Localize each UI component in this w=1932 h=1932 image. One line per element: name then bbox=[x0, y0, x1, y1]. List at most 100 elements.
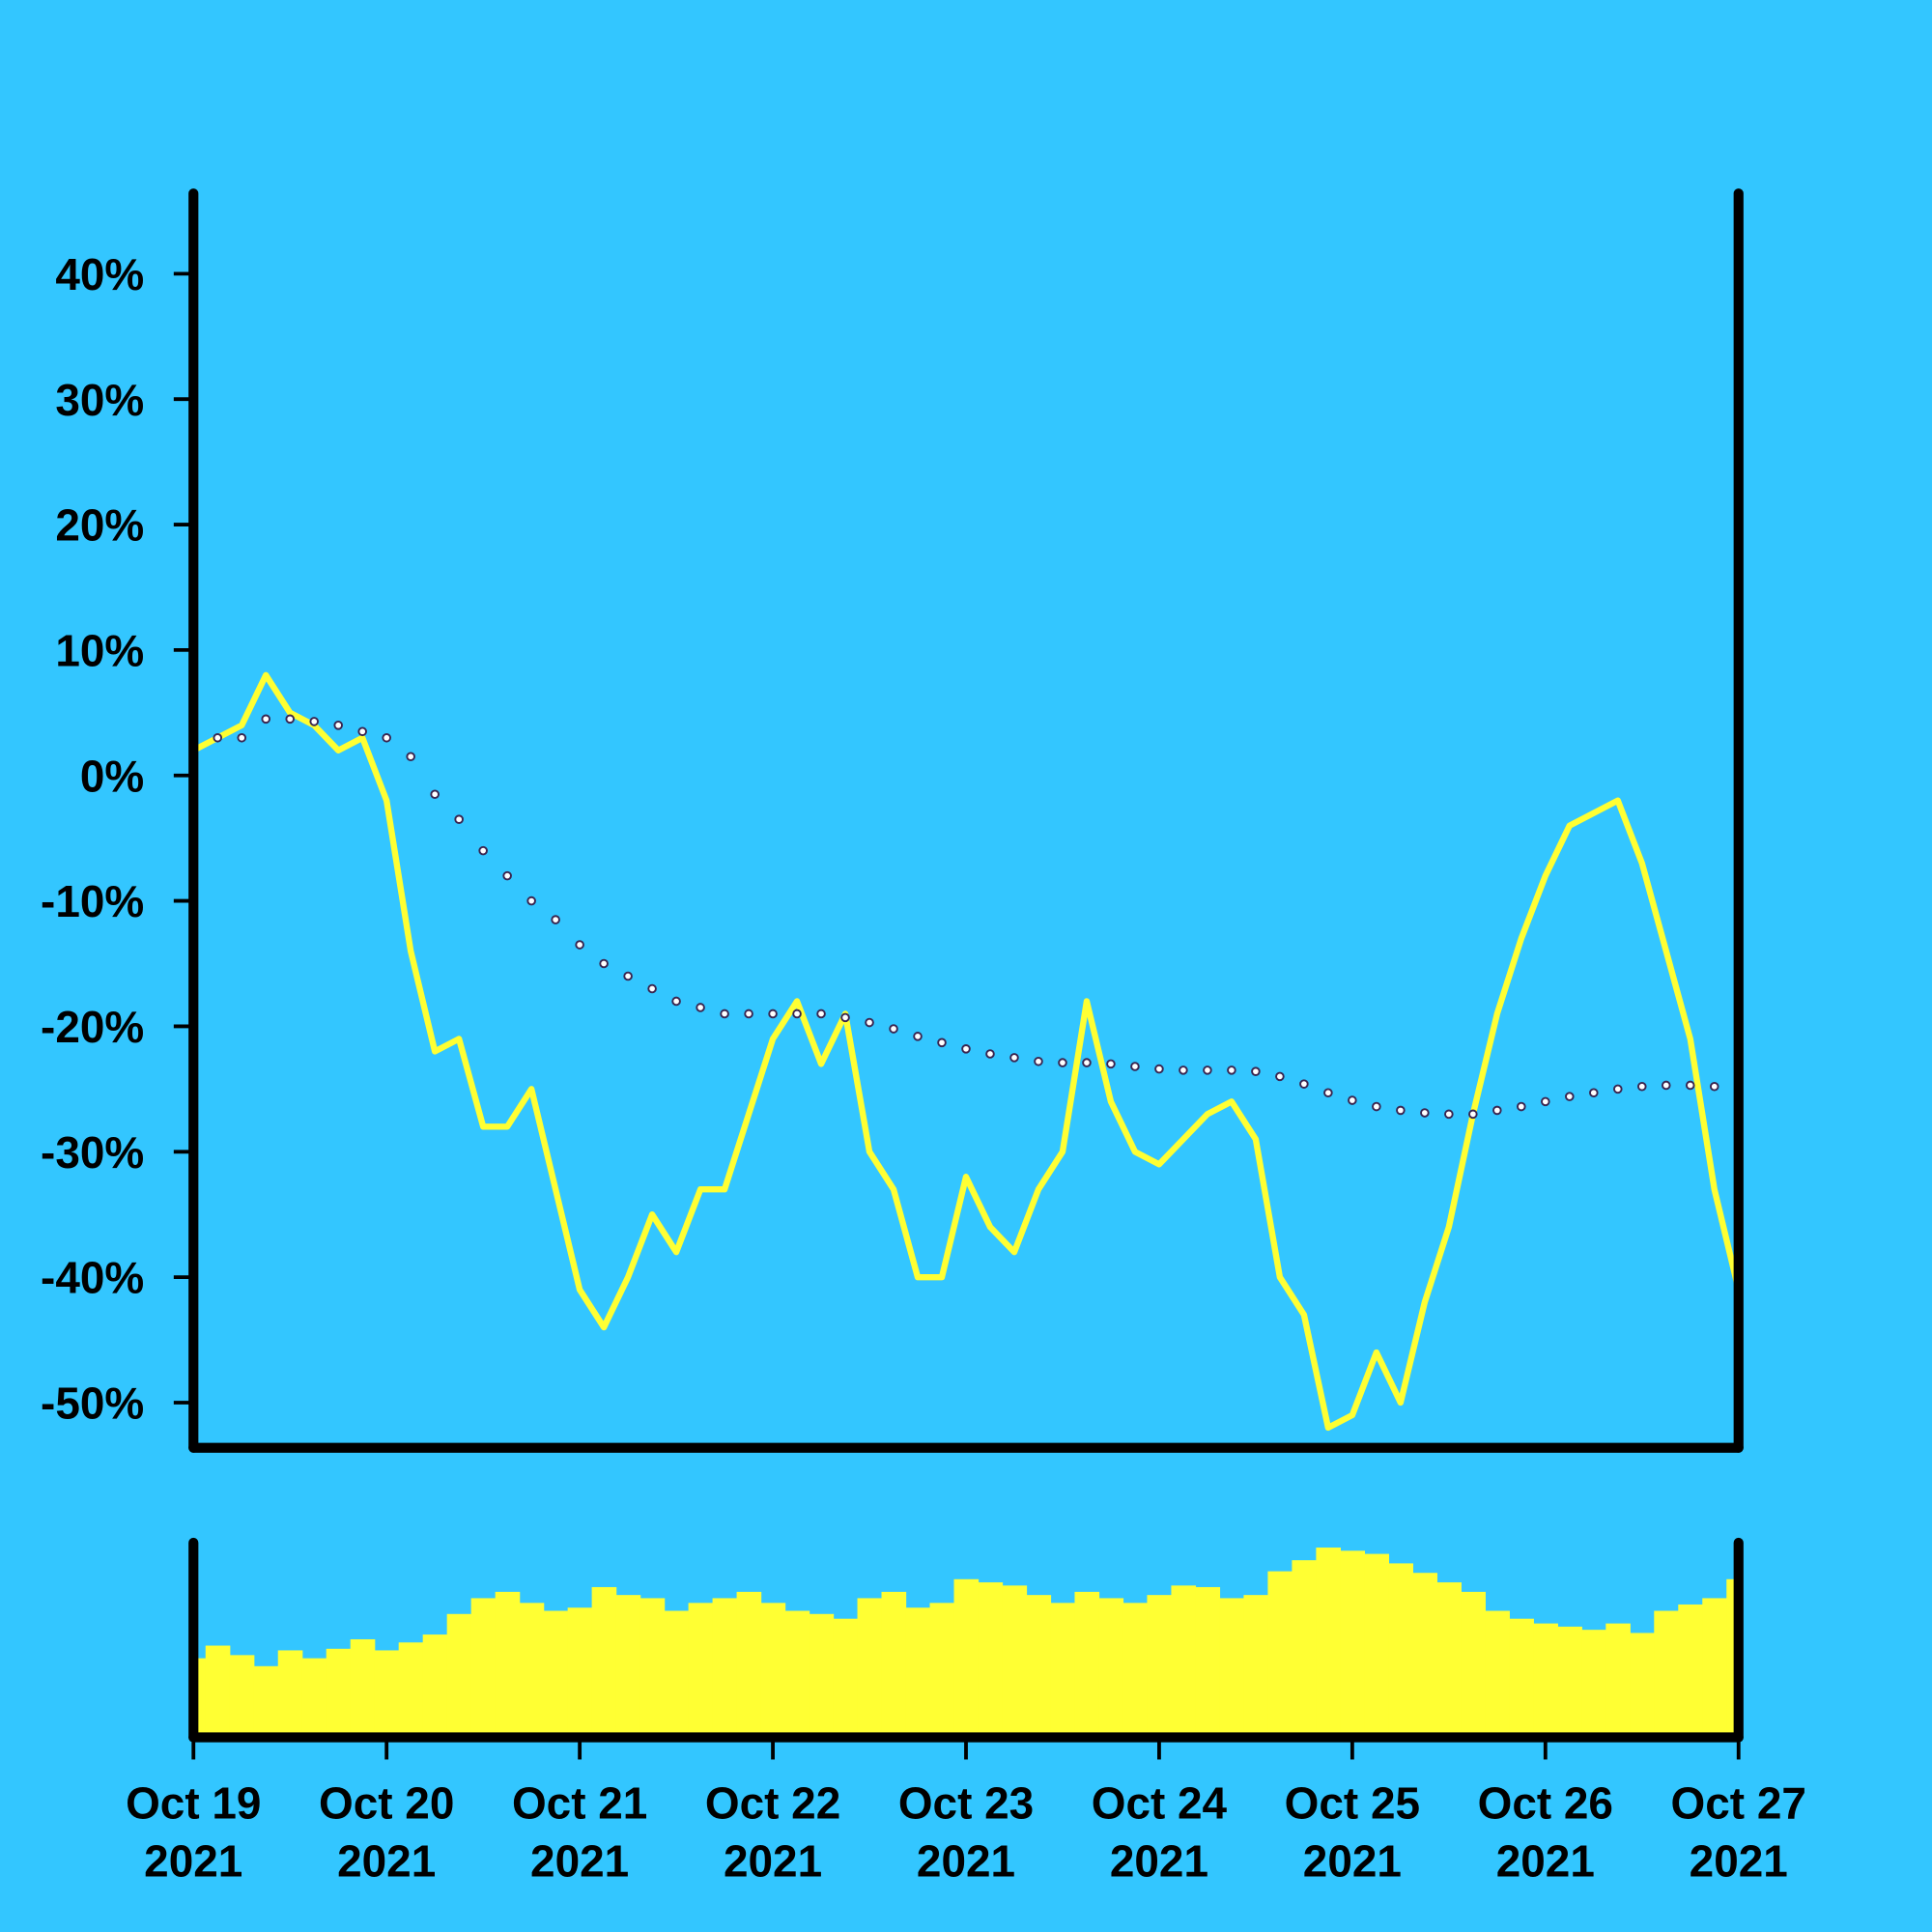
ma-marker bbox=[1251, 1066, 1261, 1076]
x-tick-label: Oct 20 2021 bbox=[319, 1778, 454, 1887]
y-tick-label: 0% bbox=[80, 751, 144, 801]
ma-marker bbox=[768, 1009, 778, 1019]
price-line bbox=[193, 671, 1739, 1432]
ma-marker bbox=[889, 1024, 898, 1034]
y-tick-label: 20% bbox=[55, 500, 144, 551]
volume-bar bbox=[253, 1665, 279, 1738]
ma-marker bbox=[1613, 1084, 1623, 1094]
volume-bar bbox=[229, 1655, 255, 1738]
volume-bar bbox=[1267, 1571, 1293, 1738]
volume-bar bbox=[1195, 1586, 1221, 1738]
volume-bar bbox=[1557, 1626, 1582, 1738]
volume-bar bbox=[1412, 1573, 1437, 1738]
y-tick-label: 30% bbox=[55, 375, 144, 425]
volume-bar bbox=[591, 1586, 617, 1738]
ma-marker bbox=[285, 714, 296, 724]
volume-bar bbox=[639, 1598, 666, 1738]
volume-bar bbox=[398, 1642, 424, 1738]
ma-marker bbox=[478, 845, 488, 856]
volume-bar bbox=[1461, 1591, 1486, 1738]
ma-marker bbox=[816, 1009, 826, 1019]
x-tick-label: Oct 26 2021 bbox=[1478, 1778, 1613, 1887]
volume-bar bbox=[664, 1610, 690, 1738]
volume-bar bbox=[905, 1607, 931, 1738]
ma-marker bbox=[647, 983, 657, 994]
ma-marker bbox=[1154, 1064, 1164, 1074]
y-tick-label: 10% bbox=[55, 625, 144, 675]
y-tick-label: 40% bbox=[55, 249, 144, 299]
ma-marker bbox=[1130, 1062, 1140, 1071]
y-tick-label: -10% bbox=[41, 876, 144, 926]
volume-bar bbox=[688, 1603, 714, 1738]
ma-marker bbox=[237, 733, 247, 743]
volume-bar bbox=[978, 1582, 1004, 1738]
x-tick-label: Oct 21 2021 bbox=[512, 1778, 647, 1887]
volume-bar bbox=[567, 1607, 593, 1738]
ma-marker bbox=[430, 789, 440, 800]
volume-bar bbox=[833, 1618, 859, 1738]
volume-bar bbox=[446, 1613, 472, 1738]
volume-bar bbox=[929, 1603, 955, 1738]
volume-bar bbox=[712, 1598, 738, 1738]
volume-bar bbox=[470, 1598, 497, 1738]
ma-marker bbox=[1203, 1065, 1212, 1075]
ma-marker bbox=[1636, 1081, 1647, 1092]
ma-marker bbox=[1517, 1101, 1526, 1112]
ma-marker bbox=[1420, 1108, 1430, 1118]
x-tick-label: Oct 27 2021 bbox=[1671, 1778, 1806, 1887]
ma-marker bbox=[1323, 1088, 1333, 1098]
volume-bar bbox=[1002, 1585, 1028, 1738]
x-tick-label: Oct 23 2021 bbox=[898, 1778, 1034, 1887]
ma-marker bbox=[1444, 1109, 1454, 1120]
volume-bar bbox=[374, 1650, 400, 1738]
ma-marker bbox=[623, 971, 633, 981]
ma-marker bbox=[1396, 1105, 1406, 1116]
ma-marker bbox=[575, 940, 584, 950]
volume-bar bbox=[519, 1603, 545, 1738]
ma-marker bbox=[1009, 1053, 1019, 1063]
volume-bar bbox=[1171, 1585, 1197, 1738]
ma-marker bbox=[599, 958, 609, 969]
ma-marker bbox=[1492, 1105, 1502, 1116]
volume-bar bbox=[1340, 1550, 1366, 1738]
main-plot bbox=[193, 671, 1739, 1432]
ma-marker bbox=[1709, 1081, 1719, 1092]
volume-bar bbox=[1702, 1598, 1727, 1738]
volume-bar bbox=[277, 1650, 303, 1738]
ma-marker bbox=[1082, 1058, 1092, 1067]
volume-bar bbox=[1098, 1598, 1124, 1738]
ma-marker bbox=[961, 1044, 971, 1054]
ma-marker bbox=[865, 1017, 874, 1028]
ma-marker bbox=[1348, 1095, 1357, 1105]
volume-bar bbox=[1630, 1633, 1655, 1738]
ma-marker bbox=[985, 1049, 995, 1059]
ma-marker bbox=[696, 1003, 705, 1012]
y-tick-label: -30% bbox=[41, 1127, 144, 1178]
volume-bar bbox=[350, 1638, 376, 1738]
ma-marker bbox=[671, 996, 681, 1007]
ma-marker bbox=[309, 717, 319, 726]
volume-bar bbox=[1147, 1595, 1173, 1738]
volume-bar bbox=[1485, 1610, 1510, 1738]
volume-bar bbox=[326, 1648, 352, 1738]
ma-marker bbox=[1565, 1092, 1575, 1101]
ma-marker bbox=[1541, 1096, 1550, 1107]
volume-bar bbox=[1581, 1630, 1606, 1738]
volume-bar bbox=[1388, 1563, 1413, 1738]
volume-bar bbox=[1678, 1604, 1703, 1738]
ma-marker bbox=[1661, 1080, 1671, 1091]
axes: 40% 30% 20% 10% 0% -10% -20% -30% -40% -50% Oct 19… bbox=[41, 188, 1806, 1887]
volume-bar bbox=[1243, 1595, 1269, 1738]
ma-marker bbox=[526, 895, 536, 906]
ma-marker bbox=[406, 752, 415, 762]
x-tick-label: Oct 19 2021 bbox=[126, 1778, 261, 1887]
ma-marker bbox=[913, 1032, 923, 1041]
ma-marker bbox=[454, 814, 464, 824]
ma-marker bbox=[840, 1012, 850, 1023]
x-tick-label: Oct 24 2021 bbox=[1092, 1778, 1228, 1887]
volume-bar bbox=[953, 1578, 980, 1738]
volume-bar bbox=[422, 1634, 448, 1738]
y-tick-label: -50% bbox=[41, 1378, 144, 1429]
ma-marker bbox=[382, 733, 391, 743]
